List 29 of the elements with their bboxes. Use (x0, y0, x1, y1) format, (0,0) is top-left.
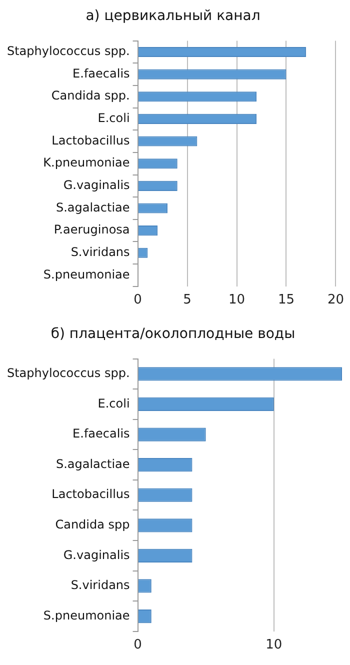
y-tick-label: Lactobacillus (52, 133, 130, 148)
y-tick-label: Candida spp. (51, 88, 130, 103)
y-tick-label: Staphylococcus spp. (6, 44, 130, 58)
y-tick-label: K.pneumoniae (43, 156, 130, 170)
y-tick-label: Candida spp (55, 518, 130, 532)
y-tick-label: Staphylococcus spp. (6, 366, 130, 380)
y-tick-label: E.faecalis (72, 426, 130, 441)
y-tick-label: G.vaginalis (63, 548, 130, 562)
y-tick-label: S.agalactiae (56, 200, 130, 214)
x-tick-label: 0 (134, 292, 142, 308)
y-tick-label: E.coli (98, 396, 130, 410)
y-tick-label: E.faecalis (72, 66, 130, 80)
y-tick-label: S.agalactiae (56, 456, 130, 471)
x-tick-label: 0 (134, 638, 142, 653)
x-tick-label: 5 (183, 292, 192, 308)
x-tick-label: 20 (327, 292, 344, 308)
chart-title: б) плацента/околоплодные воды (50, 326, 296, 342)
y-tick-label: S.viridans (70, 245, 130, 260)
y-tick-label: Lactobacillus (52, 487, 130, 502)
y-tick-label: S.viridans (70, 578, 130, 592)
y-tick-label: S.pneumoniae (43, 608, 130, 622)
y-tick-label: E.coli (98, 111, 130, 126)
x-tick-label: 10 (266, 638, 282, 653)
chart-title: а) цервикальный канал (86, 8, 260, 24)
y-tick-label: G.vaginalis (63, 178, 130, 192)
x-tick-label: 15 (278, 292, 295, 308)
x-tick-label: 10 (228, 292, 246, 308)
y-tick-label: P.aeruginosa (54, 222, 130, 237)
y-tick-label: S.pneumoniae (43, 267, 130, 282)
